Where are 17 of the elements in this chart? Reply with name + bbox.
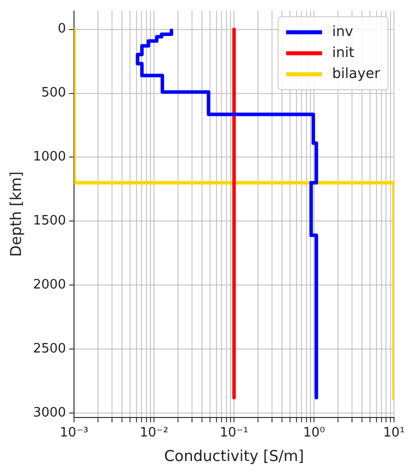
y-axis-title: Depth [km] <box>6 171 25 257</box>
x-tick-label: 10⁰ <box>303 426 325 441</box>
x-tick-label: 10⁻² <box>140 426 168 441</box>
legend-label: init <box>332 44 355 61</box>
y-tick-label: 3000 <box>32 405 66 420</box>
x-axis-title: Conductivity [S/m] <box>164 446 304 465</box>
y-tick-label: 0 <box>58 22 66 37</box>
y-tick-label: 2000 <box>32 277 66 292</box>
y-tick-label: 500 <box>41 86 66 101</box>
x-tick-label: 10⁻¹ <box>220 426 248 441</box>
y-tick-label: 2500 <box>32 341 66 356</box>
legend-label: bilayer <box>332 66 380 82</box>
legend-label: inv <box>332 24 354 40</box>
x-tick-label: 10⁻³ <box>60 426 88 441</box>
y-tick-label: 1000 <box>32 150 66 165</box>
y-tick-label: 1500 <box>32 214 66 229</box>
x-tick-label: 10¹ <box>383 426 405 441</box>
